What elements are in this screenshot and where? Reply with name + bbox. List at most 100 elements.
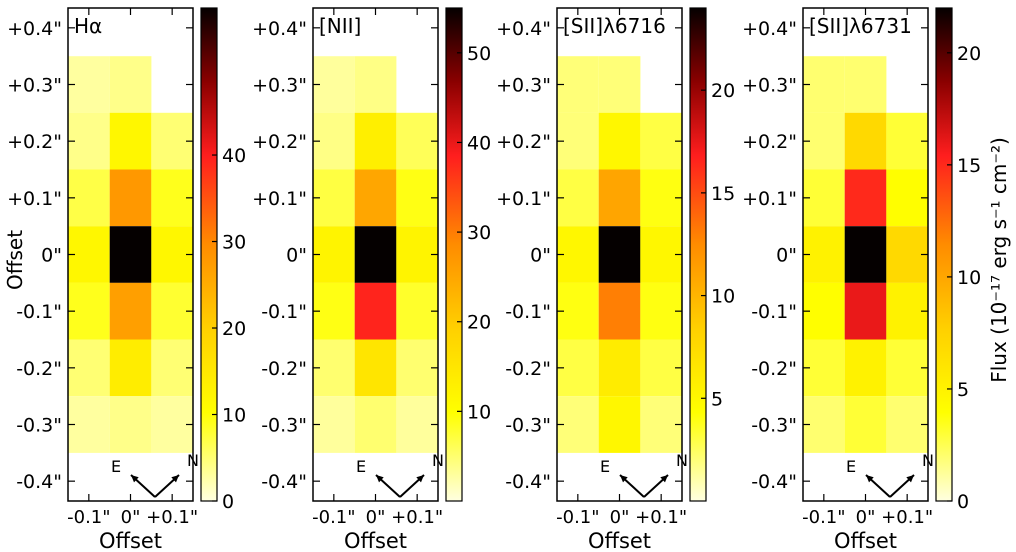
colorbar-tick-label: 0 (957, 491, 969, 513)
colorbar-tick-label: 40 (467, 132, 491, 154)
colorbar-tick-label: 30 (222, 232, 246, 254)
y-tick-label: -0.3" (261, 415, 307, 437)
heatmap-cell (354, 112, 397, 170)
panel-1: +0.4"+0.3"+0.2"+0.1"0"-0.1"-0.2"-0.3"-0.… (7, 7, 246, 552)
compass-arrowhead (416, 475, 424, 483)
y-tick-label: 0" (286, 245, 307, 267)
east-label: E (600, 457, 610, 476)
x-tick-label: 0" (610, 507, 630, 528)
x-tick-label: +0.1" (146, 507, 198, 528)
x-tick-label: -0.1" (67, 507, 110, 528)
y-tick-label: -0.4" (261, 471, 307, 493)
colorbar-tick-label: 20 (711, 80, 735, 102)
heatmap-cell (354, 339, 397, 397)
panel-4: +0.4"+0.3"+0.2"+0.1"0"-0.1"-0.2"-0.3"-0.… (742, 7, 981, 552)
colorbar-tick-label: 10 (222, 405, 246, 427)
colorbar-tick-label: 15 (957, 155, 981, 177)
y-tick-label: -0.2" (751, 358, 797, 380)
colorbar-tick-label: 40 (222, 145, 246, 167)
compass-arrowhead (620, 475, 628, 483)
x-tick-label: 0" (856, 507, 876, 528)
colorbar (445, 7, 463, 502)
compass-arrowhead (660, 475, 668, 483)
y-tick-label: -0.3" (505, 415, 551, 437)
y-tick-label: +0.1" (496, 188, 551, 210)
panel-title: [SII]λ6731 (809, 14, 912, 38)
y-tick-label: -0.1" (505, 301, 551, 323)
x-tick-label: 0" (366, 507, 386, 528)
panel-title: [SII]λ6716 (563, 14, 666, 38)
x-axis-label: Offset (834, 529, 897, 552)
y-tick-label: -0.4" (16, 471, 62, 493)
y-tick-label: -0.3" (16, 415, 62, 437)
compass-arrowhead (866, 475, 874, 483)
shared-y-axis-label: Offset (3, 230, 27, 290)
heatmap-cell (844, 169, 887, 227)
panel-title: [NII] (319, 14, 361, 38)
heatmap-cell (598, 339, 641, 397)
colorbar (935, 7, 953, 502)
x-tick-label: -0.1" (802, 507, 845, 528)
y-tick-label: -0.1" (16, 301, 62, 323)
colorbar-tick-label: 10 (467, 401, 491, 423)
heatmap-cell (109, 396, 152, 453)
y-tick-label: -0.1" (751, 301, 797, 323)
colorbar-tick-label: 30 (467, 222, 491, 244)
y-tick-label: +0.2" (742, 131, 797, 153)
y-tick-label: +0.3" (496, 75, 551, 97)
heatmap-cell (354, 282, 397, 340)
heatmap-cell (598, 112, 641, 170)
north-label: N (676, 451, 688, 470)
compass-arrowhead (376, 475, 384, 483)
colorbar-tick-label: 20 (467, 312, 491, 334)
y-tick-label: 0" (530, 245, 551, 267)
colorbar-tick-label: 20 (957, 43, 981, 65)
colorbar (200, 7, 218, 502)
x-axis-label: Offset (344, 529, 407, 552)
y-tick-label: +0.2" (496, 131, 551, 153)
x-tick-label: +0.1" (635, 507, 687, 528)
compass-arrowhead (906, 475, 914, 483)
x-tick-label: -0.1" (556, 507, 599, 528)
colorbar-tick-label: 15 (711, 183, 735, 205)
heatmap-cell (109, 282, 152, 340)
east-label: E (356, 457, 366, 476)
y-tick-label: -0.3" (751, 415, 797, 437)
y-tick-label: +0.1" (7, 188, 62, 210)
y-tick-label: +0.4" (742, 18, 797, 40)
y-tick-label: -0.2" (261, 358, 307, 380)
heatmap-cell (109, 226, 152, 283)
y-tick-label: +0.2" (252, 131, 307, 153)
y-tick-label: -0.4" (505, 471, 551, 493)
y-tick-label: -0.1" (261, 301, 307, 323)
north-label: N (432, 451, 444, 470)
y-tick-label: 0" (41, 245, 62, 267)
colorbar-tick-label: 5 (957, 379, 969, 401)
heatmap-cell (844, 396, 887, 453)
compass-arrowhead (131, 475, 139, 483)
east-label: E (846, 457, 856, 476)
heatmap-cell (844, 226, 887, 283)
x-tick-label: +0.1" (391, 507, 443, 528)
y-tick-label: -0.4" (751, 471, 797, 493)
heatmap-cell (354, 396, 397, 453)
colorbar (689, 7, 707, 502)
y-tick-label: -0.2" (16, 358, 62, 380)
x-axis-label: Offset (99, 529, 162, 552)
y-tick-label: +0.4" (496, 18, 551, 40)
y-tick-label: +0.3" (7, 75, 62, 97)
y-tick-label: +0.2" (7, 131, 62, 153)
colorbar-tick-label: 10 (957, 267, 981, 289)
heatmap-cell (109, 339, 152, 397)
colorbar-tick-label: 50 (467, 43, 491, 65)
y-tick-label: +0.1" (252, 188, 307, 210)
y-tick-label: +0.3" (742, 75, 797, 97)
heatmap-cell (354, 226, 397, 283)
north-label: N (922, 451, 934, 470)
heatmap-cell (598, 169, 641, 227)
north-label: N (187, 451, 199, 470)
heatmap-cell (598, 56, 641, 113)
colorbar-tick-label: 20 (222, 318, 246, 340)
y-tick-label: -0.2" (505, 358, 551, 380)
